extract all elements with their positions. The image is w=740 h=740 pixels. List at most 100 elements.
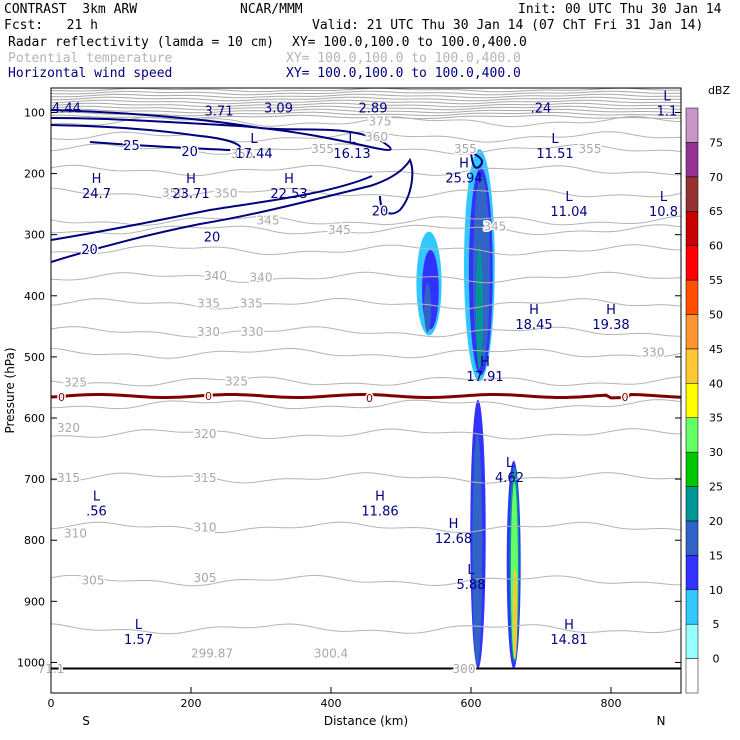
theta-contour xyxy=(51,187,681,199)
x-tick-label: 800 xyxy=(601,697,622,710)
extremum-value: 17.44 xyxy=(235,147,272,162)
plot-frame xyxy=(50,87,682,694)
extremum-value: 10.8 xyxy=(649,205,678,220)
wind-label: 20 xyxy=(372,204,389,219)
extremum-letter: L xyxy=(506,456,514,471)
theta-label: 355 xyxy=(311,142,334,156)
y-tick-label: 400 xyxy=(24,290,45,303)
theta-label: 360 xyxy=(365,130,388,144)
colorbar-swatch xyxy=(685,279,699,315)
extremum-letter: L xyxy=(135,618,143,633)
colorbar-tick-label: 50 xyxy=(709,308,723,321)
extremum-value: 12.68 xyxy=(435,532,472,547)
theta-contour xyxy=(51,244,681,256)
colorbar-swatch xyxy=(685,623,699,659)
wind-contour xyxy=(51,157,414,263)
y-tick-label: 300 xyxy=(24,229,45,242)
theta-contour xyxy=(51,224,681,236)
x-tick-label: 200 xyxy=(181,697,202,710)
y-tick-label: 500 xyxy=(24,351,45,364)
field-theta-name: Potential temperature xyxy=(8,51,173,66)
colorbar-tick-label: 20 xyxy=(709,515,723,528)
field-reflectivity-xy: XY= 100.0,100.0 to 100.0,400.0 xyxy=(292,35,527,50)
colorbar-swatch xyxy=(685,210,699,246)
wind-contour xyxy=(51,109,392,151)
theta-label: 320 xyxy=(57,421,80,435)
extremum-value: 4.44 xyxy=(52,101,81,116)
extremum-value: 22.53 xyxy=(270,187,307,202)
wind-contour-layer xyxy=(51,109,484,263)
colorbar-tick-label: 55 xyxy=(709,274,723,287)
theta-label: 345 xyxy=(328,223,351,237)
zero-label: 0 xyxy=(622,391,629,404)
colorbar-unit: dBZ xyxy=(708,84,731,97)
theta-contour xyxy=(51,111,681,117)
theta-contour xyxy=(51,105,681,111)
theta-label: 315 xyxy=(194,471,217,485)
theta-label: 330 xyxy=(642,346,665,360)
theta-label: 330 xyxy=(240,325,263,339)
theta-label: 305 xyxy=(194,571,217,585)
extremum-letter: H xyxy=(186,172,196,187)
field-wind-xy: XY= 100.0,100.0 to 100.0,400.0 xyxy=(286,66,521,81)
colorbar-swatch xyxy=(685,348,699,384)
wind-contour xyxy=(470,151,484,169)
extremum-letter: H xyxy=(92,172,102,187)
theta-label: 335 xyxy=(197,297,220,311)
extremum-value: .24 xyxy=(531,101,552,116)
colorbar-tick-label: 15 xyxy=(709,549,723,562)
theta-contour xyxy=(51,93,681,99)
colorbar-swatch xyxy=(685,314,699,350)
theta-label: 375 xyxy=(369,115,392,129)
colorbar-swatch xyxy=(685,417,699,453)
colorbar-tick-label: 5 xyxy=(713,618,720,631)
extremum-value: 11.04 xyxy=(550,205,587,220)
y-tick-label: 200 xyxy=(24,168,45,181)
forecast-hour: Fcst: 21 h xyxy=(4,18,98,33)
colorbar-swatch xyxy=(685,589,699,625)
extremum-letter: H xyxy=(480,355,490,370)
extremum-value: 23.71 xyxy=(172,187,209,202)
colorbar-tick-label: 10 xyxy=(709,584,723,597)
colorbar-tick-label: 70 xyxy=(709,171,723,184)
theta-contour xyxy=(51,297,681,310)
title-center: NCAR/MMM xyxy=(240,2,303,17)
theta-contour xyxy=(51,428,681,440)
colorbar-tick-label: 25 xyxy=(709,481,723,494)
colorbar-swatch xyxy=(685,520,699,556)
colorbar-swatch xyxy=(685,658,699,694)
extremum-value: 17.91 xyxy=(466,370,503,385)
extremum-letter: H xyxy=(606,303,616,318)
extremum-value: 1.1 xyxy=(657,104,678,119)
x-tick-label: 600 xyxy=(461,697,482,710)
reflectivity-fill-layer xyxy=(416,149,521,669)
theta-contour xyxy=(51,108,681,114)
colorbar-swatch xyxy=(685,107,699,143)
extremum-letter: H xyxy=(284,172,294,187)
theta-contour xyxy=(51,399,681,410)
theta-contour xyxy=(51,88,681,93)
theta-contour xyxy=(51,164,681,177)
theta-contour xyxy=(51,96,681,102)
theta-label: 330 xyxy=(197,325,220,339)
extremum-value: 24.7 xyxy=(82,187,111,202)
theta-contour xyxy=(51,521,681,534)
extremum-value: 11.86 xyxy=(361,505,398,520)
extremum-letter: L xyxy=(551,132,559,147)
reflectivity-cell xyxy=(475,246,483,370)
zero-contour xyxy=(51,392,681,400)
theta-label: 320 xyxy=(194,427,217,441)
extremum-letter: L xyxy=(250,132,258,147)
extremum-value: 4.62 xyxy=(495,471,524,486)
y-tick-label: 100 xyxy=(24,106,45,119)
init-time: Init: 00 UTC Thu 30 Jan 14 xyxy=(518,2,722,17)
extremum-letter: L xyxy=(93,490,101,505)
zero-line-layer xyxy=(51,392,681,670)
theta-contour xyxy=(51,102,681,108)
theta-contour xyxy=(51,623,681,635)
theta-contour xyxy=(51,472,681,484)
y-tick-label: 800 xyxy=(24,534,45,547)
extremum-value: 5.88 xyxy=(457,578,486,593)
y-tick-label: 1000 xyxy=(17,656,45,669)
